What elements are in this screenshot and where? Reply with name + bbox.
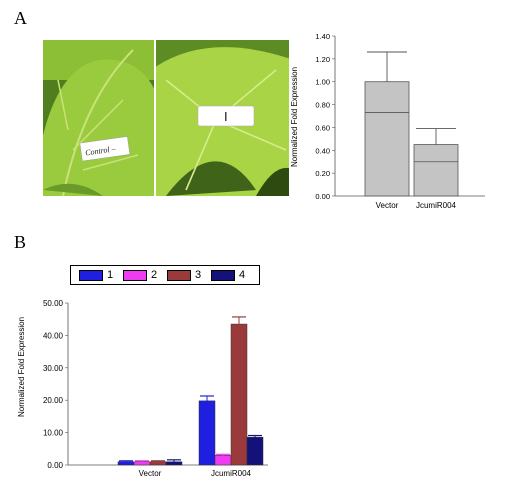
chart-b-bar [246,436,264,466]
chart-b-x-tick-label: JcumiR004 [211,469,252,478]
leaf-tag-jcumir004-text: I [224,109,228,124]
chart-b-y-tick-label: 50.00 [43,299,64,308]
chart-b-legend-item: 2 [123,268,157,282]
chart-a-y-tick-label: 0.00 [315,192,330,201]
leaf-tag-control-text: Control – [85,144,118,157]
chart-b-bar [214,455,232,466]
chart-b-legend-label: 4 [239,269,246,281]
chart-b-legend-swatch [211,269,235,281]
chart-b-legend-label: 3 [195,269,202,281]
chart-b-y-tick-label: 10.00 [43,429,64,438]
leaf-photo-jcumir004: I [156,40,289,196]
leaf-photo-control: Control – [43,40,154,196]
chart-a-y-tick-label: 1.20 [315,55,330,64]
chart-b-legend-swatch [167,269,191,281]
chart-a-y-tick-label: 0.40 [315,146,330,155]
chart-b-legend-swatch [123,269,147,281]
chart-b-x-tick-label: Vector [139,469,162,478]
chart-b-y-tick-label: 40.00 [43,331,64,340]
chart-a-y-tick-label: 1.40 [315,32,330,41]
chart-b-y-tick-label: 0.00 [47,461,63,470]
chart-b-y-tick-label: 30.00 [43,364,64,373]
chart-b-legend-label: 1 [107,269,114,281]
chart-b-y-axis-label: Normalized Fold Expression [17,317,26,417]
chart-b-legend-item: 3 [167,268,201,282]
chart-b-legend-item: 1 [79,268,113,282]
chart-b-legend-label: 2 [151,269,158,281]
chart-a-y-tick-label: 0.80 [315,101,330,110]
chart-b-legend-item: 4 [211,268,245,282]
chart-b-legend: 1 2 3 4 [70,265,260,285]
chart-b: Normalized Fold Expression 0.00 10.00 20.0… [17,299,268,478]
panel-a-letter: A [14,8,27,28]
chart-b-bar [198,400,216,466]
chart-a-y-axis-label: Normalized Fold Expression [290,67,299,167]
panel-b-letter: B [14,232,27,252]
chart-a-y-tick-label: 1.00 [315,78,330,87]
chart-b-legend-swatch [79,269,103,281]
chart-a: Normalized Fold Expression 0.00 0.20 0.40 0… [290,32,485,210]
chart-a-y-tick-label: 0.20 [315,169,330,178]
chart-a-bar [413,144,459,197]
chart-a-bar [364,81,410,197]
chart-a-x-tick-label: JcumiR004 [416,201,457,210]
chart-b-y-tick-label: 20.00 [43,396,64,405]
chart-a-x-tick-label: Vector [376,201,399,210]
chart-b-bar [230,323,248,466]
chart-a-y-tick-label: 0.60 [315,123,330,132]
